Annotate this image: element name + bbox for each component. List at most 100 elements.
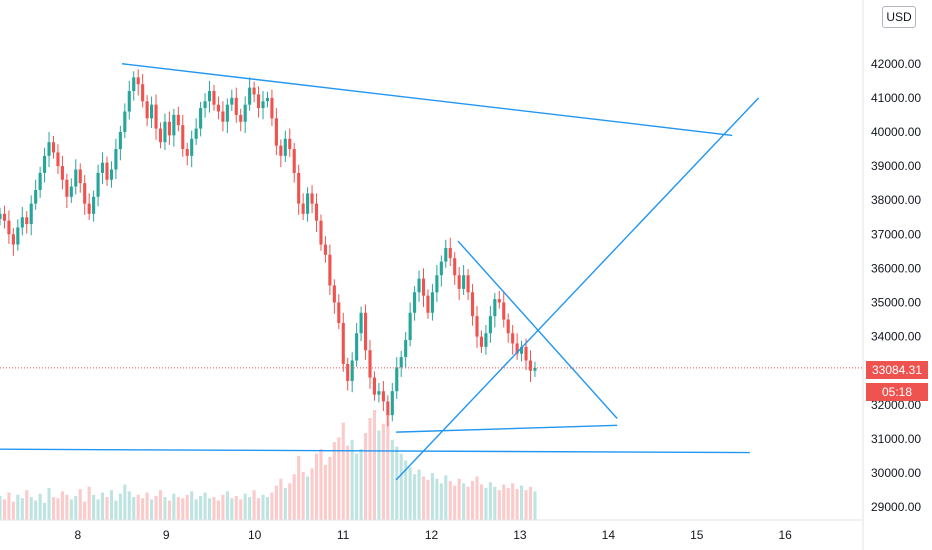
- candle-body: [2, 213, 7, 221]
- candle-body: [150, 104, 154, 119]
- volume-bar: [377, 430, 381, 520]
- volume-bar: [176, 497, 180, 520]
- volume-bar: [145, 492, 149, 520]
- volume-bar: [404, 460, 408, 520]
- candle-body: [100, 162, 105, 173]
- volume-bar: [225, 491, 229, 520]
- candle-body: [533, 367, 537, 371]
- volume-bar: [194, 499, 198, 520]
- ascending-support-line: [395, 97, 760, 481]
- price-tick-label: 30000.00: [871, 466, 921, 480]
- candle-body: [297, 172, 301, 204]
- candle-body: [25, 217, 29, 225]
- candle-body: [319, 220, 323, 245]
- candle-body: [132, 77, 136, 92]
- price-axis[interactable]: 29000.0030000.0031000.0032000.0033000.00…: [871, 57, 921, 514]
- candle-body: [141, 84, 145, 102]
- candle-body: [497, 299, 501, 303]
- time-axis[interactable]: 8 9 10 11 12 13 14 15 16: [74, 528, 792, 542]
- candle-body: [413, 292, 417, 313]
- volume-bar: [439, 483, 443, 520]
- volume-bar: [83, 501, 87, 520]
- candle-body: [145, 101, 149, 119]
- candle-body: [417, 278, 421, 293]
- candlestick-series: [0, 69, 537, 427]
- flat-base-line: [396, 424, 618, 433]
- candle-body: [457, 275, 461, 289]
- candle-body: [453, 258, 457, 276]
- candle-body: [386, 401, 390, 416]
- candle-body: [176, 114, 180, 126]
- candle-body: [350, 360, 354, 381]
- price-tick-label: 40000.00: [871, 125, 921, 139]
- candle-body: [87, 203, 91, 214]
- candle-body: [154, 104, 158, 129]
- volume-bar: [372, 410, 377, 520]
- candle-body: [234, 97, 238, 115]
- volume-bar: [520, 485, 524, 520]
- candle-body: [212, 91, 216, 105]
- candle-body: [439, 261, 443, 276]
- candle-body: [368, 350, 372, 378]
- candle-body: [114, 149, 118, 170]
- time-tick-label: 8: [74, 528, 81, 542]
- candle-body: [274, 118, 278, 146]
- candle-body: [38, 172, 42, 190]
- volume-bar: [132, 497, 136, 520]
- volume-bar: [212, 497, 216, 520]
- candle-body: [332, 285, 336, 303]
- volume-bar: [355, 453, 359, 520]
- volume-bars: [0, 410, 537, 520]
- candle-body: [261, 101, 265, 109]
- volume-bar: [127, 491, 131, 520]
- candle-body: [435, 275, 439, 293]
- volume-bar: [297, 455, 301, 520]
- volume-bar: [310, 468, 314, 520]
- candle-body: [123, 111, 127, 132]
- time-tick-label: 11: [337, 528, 350, 542]
- candle-body: [288, 138, 292, 150]
- volume-bar: [470, 481, 475, 520]
- candle-body: [470, 292, 475, 317]
- volume-bar: [154, 495, 158, 520]
- volume-bar: [248, 497, 252, 520]
- volume-bar: [96, 499, 100, 520]
- candle-body: [283, 138, 287, 156]
- candle-body: [185, 149, 189, 156]
- volume-bar: [167, 500, 171, 520]
- volume-bar: [533, 491, 537, 520]
- currency-button[interactable]: USD: [882, 6, 916, 28]
- upper-resistance-line: [121, 63, 733, 137]
- candle-body: [109, 169, 114, 180]
- candle-body: [43, 155, 47, 173]
- candle-body: [337, 302, 341, 323]
- volume-bar: [270, 492, 274, 520]
- candle-body: [190, 138, 194, 156]
- volume-bar: [60, 491, 64, 520]
- candle-body: [29, 203, 33, 225]
- candle-body: [65, 179, 69, 197]
- candle-body: [395, 367, 399, 392]
- volume-bar: [239, 499, 243, 520]
- volume-bar: [346, 445, 350, 520]
- candle-body: [377, 391, 381, 395]
- price-tick-label: 29000.00: [871, 500, 921, 514]
- candle-body: [359, 312, 363, 334]
- volume-bar: [34, 500, 38, 520]
- candle-body: [51, 142, 56, 153]
- volume-bar: [511, 483, 515, 520]
- candle-body: [502, 302, 506, 320]
- trendline-drawings[interactable]: [0, 63, 760, 481]
- volume-bar: [65, 494, 69, 520]
- candle-body: [310, 193, 314, 204]
- candle-body: [341, 322, 345, 364]
- candle-body: [252, 87, 256, 95]
- candle-body: [78, 169, 82, 184]
- volume-bar: [479, 484, 484, 520]
- volume-bar: [29, 497, 33, 520]
- candle-body: [56, 152, 60, 167]
- candle-body: [105, 162, 109, 180]
- volume-bar: [100, 492, 105, 520]
- horizontal-support-line: [0, 448, 750, 454]
